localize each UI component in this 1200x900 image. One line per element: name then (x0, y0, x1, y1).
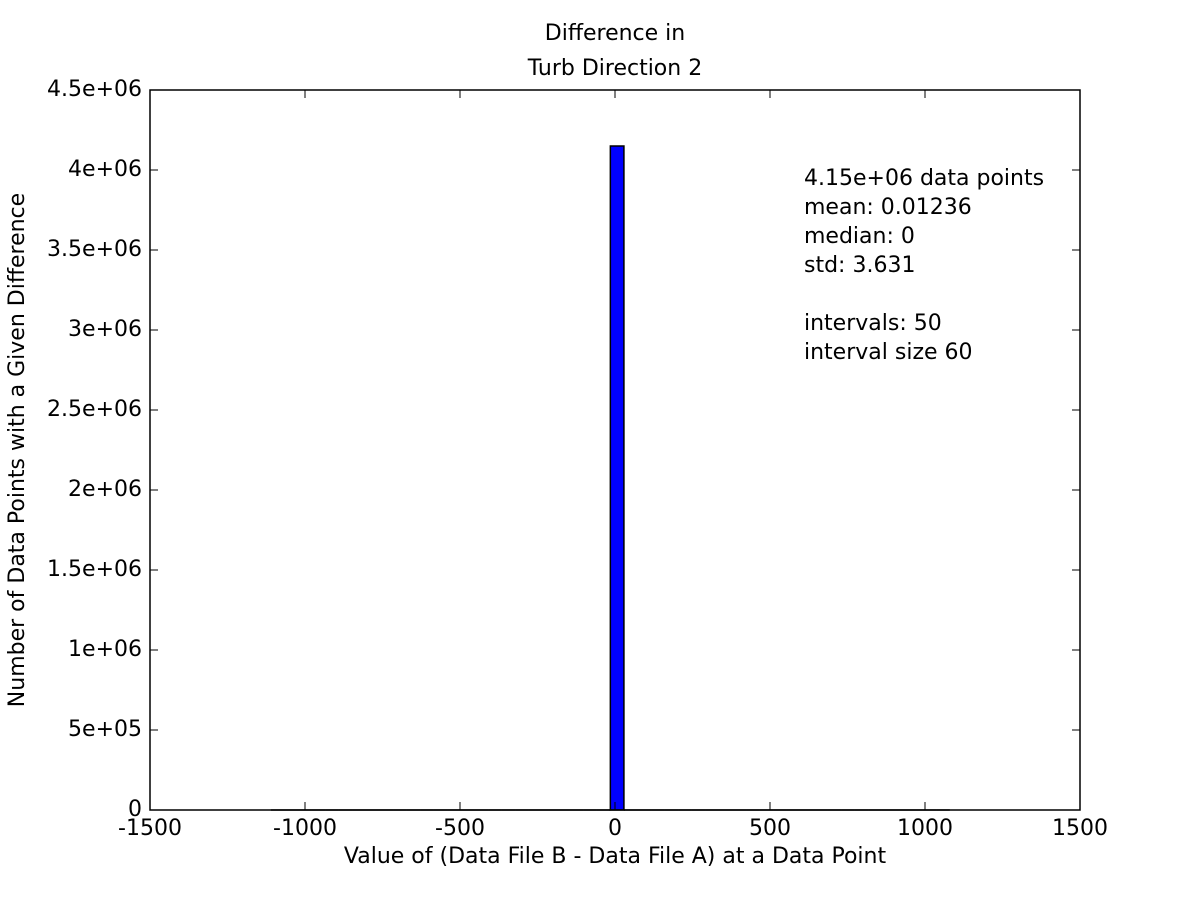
annotation: std: 3.631 (804, 253, 915, 278)
annotation: mean: 0.01236 (804, 195, 972, 220)
x-axis-label: Value of (Data File B - Data File A) at … (344, 844, 887, 869)
chart-title: Difference in (545, 21, 685, 46)
annotation: 4.15e+06 data points (804, 166, 1044, 191)
y-tick-label: 2.5e+06 (47, 397, 142, 422)
y-tick-label: 3e+06 (68, 317, 142, 342)
y-tick-label: 0 (128, 797, 142, 822)
y-tick-label: 1.5e+06 (47, 557, 142, 582)
chart-title: Turb Direction 2 (527, 56, 702, 81)
x-tick-label: -1000 (273, 816, 337, 841)
y-tick-label: 4.5e+06 (47, 77, 142, 102)
y-tick-label: 4e+06 (68, 157, 142, 182)
x-tick-label: -500 (435, 816, 485, 841)
x-tick-label: 0 (608, 816, 622, 841)
annotation: median: 0 (804, 224, 915, 249)
y-tick-label: 3.5e+06 (47, 237, 142, 262)
y-tick-label: 2e+06 (68, 477, 142, 502)
y-tick-label: 5e+05 (68, 717, 142, 742)
y-axis-label: Number of Data Points with a Given Diffe… (5, 193, 30, 707)
bar (609, 145, 625, 811)
y-tick-label: 1e+06 (68, 637, 142, 662)
x-tick-label: 500 (749, 816, 791, 841)
x-tick-label: -1500 (118, 816, 182, 841)
annotation: intervals: 50 (804, 311, 942, 336)
x-tick-label: 1500 (1052, 816, 1108, 841)
annotation: interval size 60 (804, 340, 973, 365)
x-tick-label: 1000 (897, 816, 953, 841)
